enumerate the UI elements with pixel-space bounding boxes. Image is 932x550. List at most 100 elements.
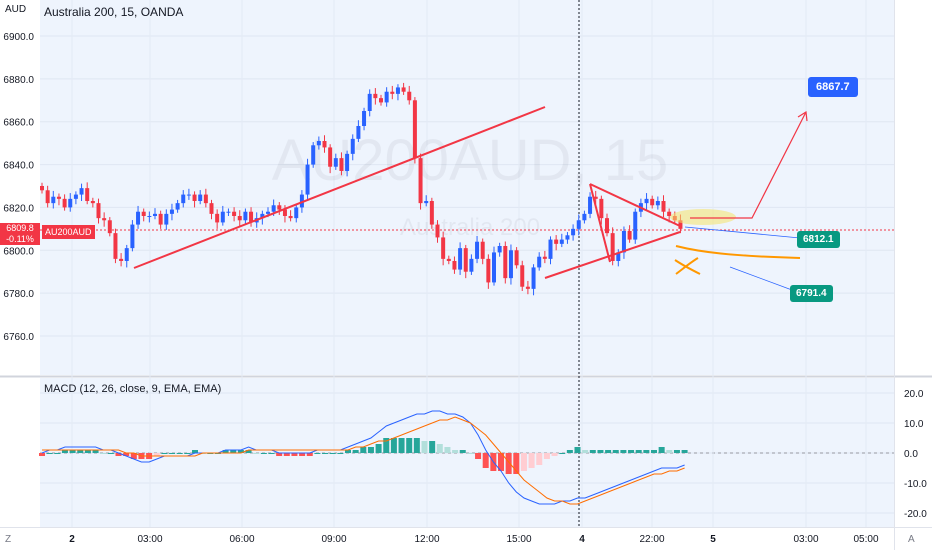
candle-up — [582, 213, 587, 221]
macd-histogram-bar — [329, 453, 336, 454]
macd-histogram-bar — [69, 450, 76, 453]
candle-up — [305, 164, 310, 195]
candle-down — [480, 241, 485, 259]
candle-down — [390, 91, 395, 94]
macd-histogram-bar — [169, 453, 176, 454]
macd-histogram-bar — [444, 447, 451, 453]
macd-histogram-bar — [520, 453, 527, 471]
macd-histogram-bar — [383, 438, 390, 453]
candle-up — [226, 211, 231, 213]
macd-histogram-bar — [322, 453, 329, 454]
macd-histogram-bar — [352, 450, 359, 453]
macd-indicator-label[interactable]: MACD (12, 26, close, 9, EMA, EMA) — [44, 383, 222, 395]
price-tick-label: 6760.0 — [3, 332, 34, 343]
candle-up — [362, 111, 367, 126]
candle-down — [119, 258, 124, 261]
macd-histogram-bar — [314, 453, 321, 454]
drawings[interactable] — [133, 106, 808, 291]
chart-title: Australia 200, 15, OANDA — [44, 5, 184, 19]
timezone-toggle[interactable]: Z — [5, 534, 12, 545]
macd-histogram-bar — [406, 438, 413, 453]
candle-down — [379, 98, 383, 103]
macd-histogram-bar — [245, 450, 252, 453]
macd-histogram-bar — [161, 453, 168, 454]
mid-price-callout[interactable]: 6812.1 — [797, 231, 840, 248]
macd-histogram-bar — [436, 444, 443, 453]
candle-down — [514, 250, 519, 266]
candle-up — [130, 224, 135, 249]
candle-down — [282, 209, 287, 216]
candle-up — [299, 194, 304, 208]
candle-down — [141, 211, 146, 216]
macd-histogram-bar — [184, 453, 191, 454]
candle-up — [73, 194, 78, 199]
macd-tick-label: -10.0 — [904, 479, 927, 490]
low-price-callout[interactable]: 6791.4 — [790, 285, 833, 302]
candle-up — [266, 211, 270, 214]
triangle-left-line[interactable] — [589, 183, 611, 263]
candle-down — [56, 196, 61, 199]
candle-up — [316, 141, 321, 146]
macd-histogram-bar — [543, 453, 550, 459]
last-price-value: 6809.8 — [6, 223, 34, 233]
candle-up — [186, 194, 191, 196]
candle-down — [520, 265, 525, 287]
macd-histogram-bar — [237, 450, 244, 453]
macd-histogram-bar — [582, 450, 589, 453]
time-tick-label: 05:00 — [853, 534, 878, 545]
candle-up — [350, 138, 355, 154]
candle-up — [576, 220, 581, 229]
candle-up — [469, 258, 474, 272]
candle-up — [571, 228, 576, 236]
time-tick-label: 2 — [69, 534, 75, 545]
candle-up — [356, 126, 361, 139]
candle-up — [492, 252, 496, 283]
candle-up — [508, 250, 513, 279]
target-price-callout[interactable]: 6867.7 — [808, 77, 858, 97]
macd-histogram-bar — [100, 453, 107, 454]
price-tick-label: 6780.0 — [3, 289, 34, 300]
candle-down — [605, 218, 609, 234]
macd-histogram-bar — [130, 453, 137, 459]
candle-up — [243, 211, 248, 221]
candle-up — [68, 198, 73, 208]
candle-up — [124, 248, 129, 261]
price-tick-label: 6820.0 — [3, 203, 34, 214]
price-tick-label: 6800.0 — [3, 246, 34, 257]
candle-down — [667, 211, 672, 216]
candle-up — [384, 91, 389, 103]
macd-histogram-bar — [253, 453, 260, 454]
candles — [40, 82, 683, 296]
candle-up — [588, 196, 593, 214]
macd-histogram-bar — [398, 438, 405, 453]
projection-arrow[interactable] — [690, 111, 807, 219]
candle-down — [435, 224, 440, 238]
orange-curve[interactable] — [675, 245, 801, 259]
candle-down — [525, 286, 530, 289]
orange-cross-mark[interactable] — [674, 257, 701, 275]
watermark-symbol: AU200AUD, 15 — [272, 128, 669, 193]
macd-histogram-bar — [39, 453, 45, 456]
candle-down — [678, 220, 683, 229]
candle-down — [463, 248, 468, 272]
triangle-upper-line[interactable] — [589, 183, 681, 227]
macd-histogram-bar — [498, 453, 504, 471]
candle-up — [367, 93, 372, 111]
candle-down — [215, 213, 220, 223]
macd-histogram-bar — [46, 453, 53, 454]
highlight-zone[interactable] — [670, 209, 736, 225]
currency-label: AUD — [5, 4, 27, 15]
macd-histogram-bar — [643, 450, 650, 453]
candle-up — [644, 198, 649, 204]
candle-down — [452, 261, 457, 270]
candle-down — [593, 196, 598, 199]
price-tick-label: 6860.0 — [3, 118, 34, 129]
candle-up — [181, 194, 186, 204]
callout-low-connector — [729, 266, 793, 291]
candle-down — [627, 231, 632, 240]
triangle-lower-line[interactable] — [544, 231, 681, 279]
auto-scale-toggle[interactable]: A — [908, 534, 915, 545]
time-tick-label: 15:00 — [506, 534, 531, 545]
trendline-1[interactable] — [133, 106, 546, 269]
